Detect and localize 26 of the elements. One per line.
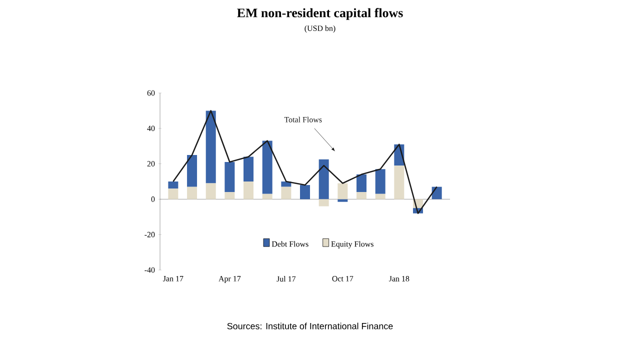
bar <box>187 154 198 187</box>
bar <box>206 183 216 200</box>
bar <box>187 186 198 200</box>
source-note: Sources: Institute of International Finance <box>227 322 393 330</box>
bar <box>394 166 404 200</box>
bar <box>300 185 310 200</box>
bar <box>206 110 216 184</box>
bar <box>168 188 178 200</box>
bar <box>338 183 348 200</box>
bar <box>244 156 254 182</box>
bar <box>168 182 178 189</box>
bar <box>224 162 235 192</box>
bar <box>224 192 235 200</box>
bar <box>356 192 366 200</box>
bar <box>281 186 292 200</box>
bar <box>318 159 329 200</box>
bar <box>318 199 329 206</box>
bar <box>338 199 348 202</box>
bar <box>356 174 366 192</box>
chart-title: EM non-resident capital flows <box>237 8 403 20</box>
bar <box>262 140 272 194</box>
line-series <box>172 110 438 214</box>
bar <box>262 194 272 200</box>
bar <box>375 169 386 194</box>
bar <box>375 194 386 200</box>
bar <box>244 182 254 200</box>
